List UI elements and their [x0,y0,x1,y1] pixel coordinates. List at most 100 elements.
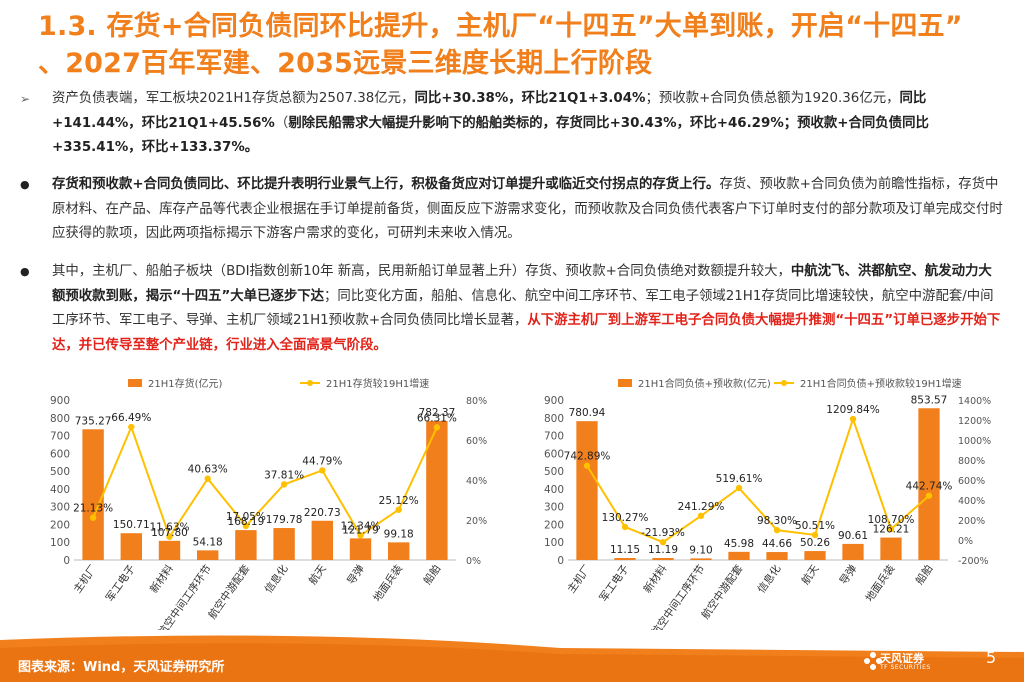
y2-axis-tick-label: 80% [466,396,487,407]
growth-value-label: 50.51% [795,520,835,532]
growth-value-label: 108.70% [868,514,915,526]
y-axis-tick-label: 400 [544,484,564,496]
inventory-chart: 21H1存货(亿元) 21H1存货较19H1增速 0 100 200 300 400 500 6… [50,377,487,630]
company-logo-icon [864,652,882,670]
bullet-paragraph-indicators: ● 存货和预收款+合同负债同比、环比提升表明行业景气上行，积极备货应对订单提升或… [20,173,1005,247]
growth-value-label: 519.61% [716,473,763,485]
bar-value-label: 179.78 [266,514,303,526]
legend-bar-swatch [128,379,142,387]
y2-axis-tick-label: 800% [958,456,985,467]
bar-value-label: 782.37 [419,407,456,419]
bullet-paragraph-subsectors: ● 其中，主机厂、船舶子板块（BDI指数创新10年 新高，民用新船订单显著上升）… [20,260,1005,358]
paragraph-segment: ；预收款+合同负债总额为1920.36亿元， [645,91,900,106]
growth-value-label: -21.93% [641,527,685,539]
growth-point-3 [697,512,705,520]
growth-value-label: 12.34% [340,520,380,532]
growth-point-6 [319,467,326,474]
legend-line-label: 21H1存货较19H1增速 [326,377,429,390]
x-axis-category-label: 导弹 [837,562,860,587]
x-axis-category-label: 信息化 [262,562,291,596]
x-axis-category-label: 主机厂 [71,562,100,595]
bar-2 [158,540,181,560]
bar-value-label: 126.21 [873,524,910,536]
growth-value-label: 98.30% [757,515,797,527]
x-axis-category-label: 导弹 [344,562,367,587]
y-axis-tick-label: 300 [544,502,564,514]
y-axis-tick-label: 800 [50,413,70,425]
y-axis-tick-label: 300 [50,502,70,514]
bar-value-label: 107.80 [151,527,188,539]
bar-value-label: 45.98 [724,538,754,550]
bar-8 [880,537,902,560]
bar-value-label: 11.15 [610,544,640,556]
growth-value-label: 21.13% [73,503,113,515]
growth-point-5 [280,481,288,488]
x-axis-category-label: 新材料 [147,562,176,596]
bar-value-label: 9.10 [689,544,712,556]
x-axis-category-label: 航天 [306,562,329,587]
growth-value-label: 130.27% [602,512,649,524]
y-axis-tick-label: 500 [50,466,70,478]
legend-line-marker [307,380,313,386]
x-axis-category-label: 军工电子 [103,562,138,604]
legend-bar-label: 21H1合同负债+预收款(亿元) [638,377,771,390]
legend-line-marker [781,380,787,386]
bar-3 [690,558,712,560]
x-axis-category-label: 地面兵装 [370,562,405,604]
bar-value-label: 168.19 [228,516,265,528]
y2-axis-tick-label: 1000% [958,436,991,447]
y2-axis-tick-label: 60% [466,436,487,447]
y-axis-tick-label: 700 [50,431,70,443]
paragraph-text: 存货和预收款+合同负债同比、环比提升表明行业景气上行，积极备货应对订单提升或临近… [52,173,1005,247]
paragraph-segment: ；同比变化方面，船舶、信息化、航空中间工序环节、军工电子领域21H1存货同比增速… [52,288,994,329]
y2-axis-tick-label: -200% [958,556,989,567]
bar-6 [804,551,826,560]
y-axis-tick-label: 900 [50,395,70,407]
y-axis-tick-label: 400 [50,484,70,496]
dot-bullet-icon: ● [20,178,30,191]
growth-point-1 [621,523,629,531]
bar-value-label: 220.73 [304,507,341,519]
bar-8 [388,542,410,560]
bar-value-label: 121.79 [342,524,379,536]
bar-9 [426,420,448,560]
growth-value-label: 742.89% [564,451,611,463]
y2-axis-tick-label: 200% [958,516,985,527]
x-axis-category-label: 船舶 [421,562,444,587]
footer-bar [0,635,1024,682]
source-note: 图表来源：Wind，天风证券研究所 [18,660,225,675]
y-axis-tick-label: 600 [544,448,564,460]
growth-point-4 [242,522,250,530]
bar-7 [349,538,372,560]
bar-value-label: 11.19 [648,544,678,556]
y-axis-tick-label: 100 [544,537,564,549]
paragraph-segment: 存货和预收款+合同负债同比、环比提升表明行业景气上行，积极备货应对订单提升或临近… [52,177,720,192]
paragraph-segment: 同比+141.44%，环比21Q1+45.56% [52,91,927,131]
y-axis-tick-label: 200 [544,519,564,531]
bar-4 [728,551,750,560]
y-axis-tick-label: 800 [544,413,564,425]
bar-6 [311,520,333,560]
paragraph-segment: 存货、预收款+合同负债为前瞻性指标，存货中原材料、在产品、库存产品等代表企业根据… [52,177,1003,241]
bar-5 [273,528,295,560]
growth-value-label: 37.81% [264,469,304,481]
growth-point-2 [659,538,667,546]
growth-value-label: 11.63% [149,522,189,534]
page-number: 5 [986,648,997,667]
bullet-paragraph-balance-sheet: ➢ 资产负债表端，军工板块2021H1存货总额为2507.38亿元，同比+30.… [20,87,1005,161]
bar-1 [614,558,636,560]
x-axis-category-label: 军工电子 [597,562,632,604]
y-axis-tick-label: 0 [63,555,70,567]
growth-value-label: 1209.84% [826,404,879,416]
paragraph-segment: 从下游主机厂到上游军工电子合同负债大幅提升推测“十四五”订单已逐步开始下达，并已… [52,313,1001,353]
bar-0 [82,429,104,560]
y-axis-tick-label: 0 [557,555,564,567]
y2-axis-tick-label: 0% [958,536,973,547]
y2-axis-tick-label: 1400% [958,396,991,407]
legend-bar-label: 21H1存货(亿元) [148,377,223,390]
growth-line [586,415,930,544]
x-axis-category-label: 信息化 [755,562,784,596]
paragraph-segment: （ [274,115,289,131]
bar-4 [235,530,257,560]
bar-value-label: 90.61 [838,530,868,542]
